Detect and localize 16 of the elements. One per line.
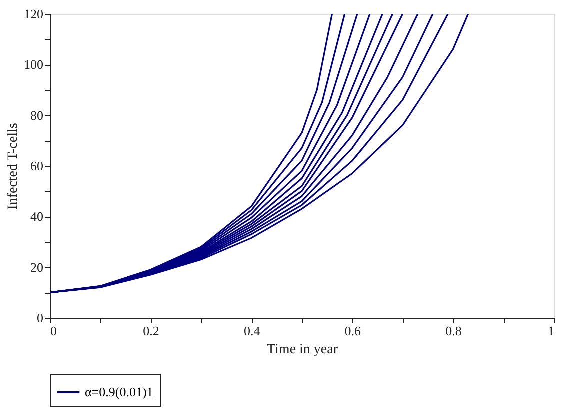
y-tick-label: 0	[37, 310, 44, 326]
y-tick-label: 60	[30, 158, 44, 174]
y-tick-label: 100	[24, 57, 44, 72]
y-tick-label: 20	[30, 260, 44, 275]
x-tick-label: 1	[548, 324, 554, 338]
y-tick-label: 120	[24, 6, 44, 22]
x-axis-title: Time in year	[266, 342, 338, 358]
x-tick-label: 0	[50, 324, 57, 338]
x-tick-label: 0.8	[446, 324, 462, 338]
legend-label: α=0.9(0.01)1	[85, 384, 154, 400]
x-tick-label: 0.2	[143, 324, 160, 338]
y-tick-label: 40	[30, 209, 44, 224]
y-tick-label: 80	[30, 108, 44, 123]
x-tick-label: 0.6	[344, 324, 362, 338]
x-tick-label: 0.4	[244, 324, 261, 338]
y-axis-title: Infected T-cells	[6, 123, 21, 210]
